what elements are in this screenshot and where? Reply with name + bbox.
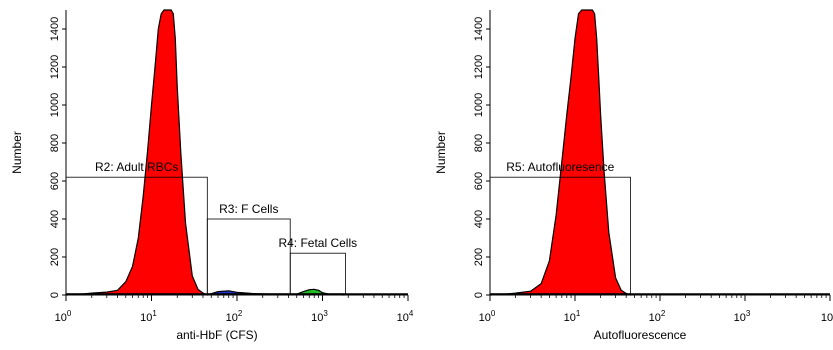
x-tick-label: 102 [226, 309, 243, 324]
region-box-3 [290, 253, 345, 294]
region-label-3: R4: Fetal Cells [278, 236, 357, 250]
y-tick-label: 1000 [473, 93, 485, 117]
x-tick-label: 101 [564, 309, 581, 324]
x-tick-label: 104 [397, 309, 414, 324]
y-tick-label: 1000 [49, 93, 61, 117]
region-label-2: R3: F Cells [219, 202, 278, 216]
y-tick-label: 0 [49, 292, 61, 298]
region-box-2 [207, 219, 290, 294]
y-tick-label: 800 [49, 134, 61, 152]
region-label-1: R5: Autofluoresence [506, 160, 614, 174]
y-tick-label: 600 [473, 172, 485, 190]
y-tick-label: 0 [473, 292, 485, 298]
x-tick-label: 102 [649, 309, 666, 324]
y-tick-label: 1400 [473, 17, 485, 41]
y-tick-label: 400 [473, 210, 485, 228]
y-tick-label: 600 [49, 172, 61, 190]
y-tick-label: 400 [49, 210, 61, 228]
chart-panel-2: R5: Autofluoresence 0 200 400 600 800 1000 1200… [434, 10, 833, 342]
y-tick-label: 1200 [473, 55, 485, 79]
y-tick-label: 200 [49, 248, 61, 266]
x-tick-label: 100 [55, 309, 72, 324]
y-axis-label: Number [434, 131, 448, 174]
x-tick-label: 10 [821, 312, 833, 324]
y-tick-label: 1200 [49, 55, 61, 79]
x-tick-label: 101 [140, 309, 157, 324]
x-tick-label: 103 [311, 309, 328, 324]
chart-panel-1: R2: Adult RBCs R3: F Cells R4: Fetal Cells… [10, 10, 414, 342]
y-tick-label: 200 [473, 248, 485, 266]
x-axis-label: Autofluorescence [594, 328, 687, 342]
y-tick-label: 1400 [49, 17, 61, 41]
x-tick-label: 103 [734, 309, 751, 324]
x-tick-label: 100 [479, 309, 496, 324]
x-axis-label: anti-HbF (CFS) [176, 328, 257, 342]
histogram-series-1 [490, 10, 631, 295]
y-tick-label: 800 [473, 134, 485, 152]
histogram-series-1 [66, 10, 207, 295]
y-axis-label: Number [10, 131, 24, 174]
region-label-1: R2: Adult RBCs [95, 160, 178, 174]
